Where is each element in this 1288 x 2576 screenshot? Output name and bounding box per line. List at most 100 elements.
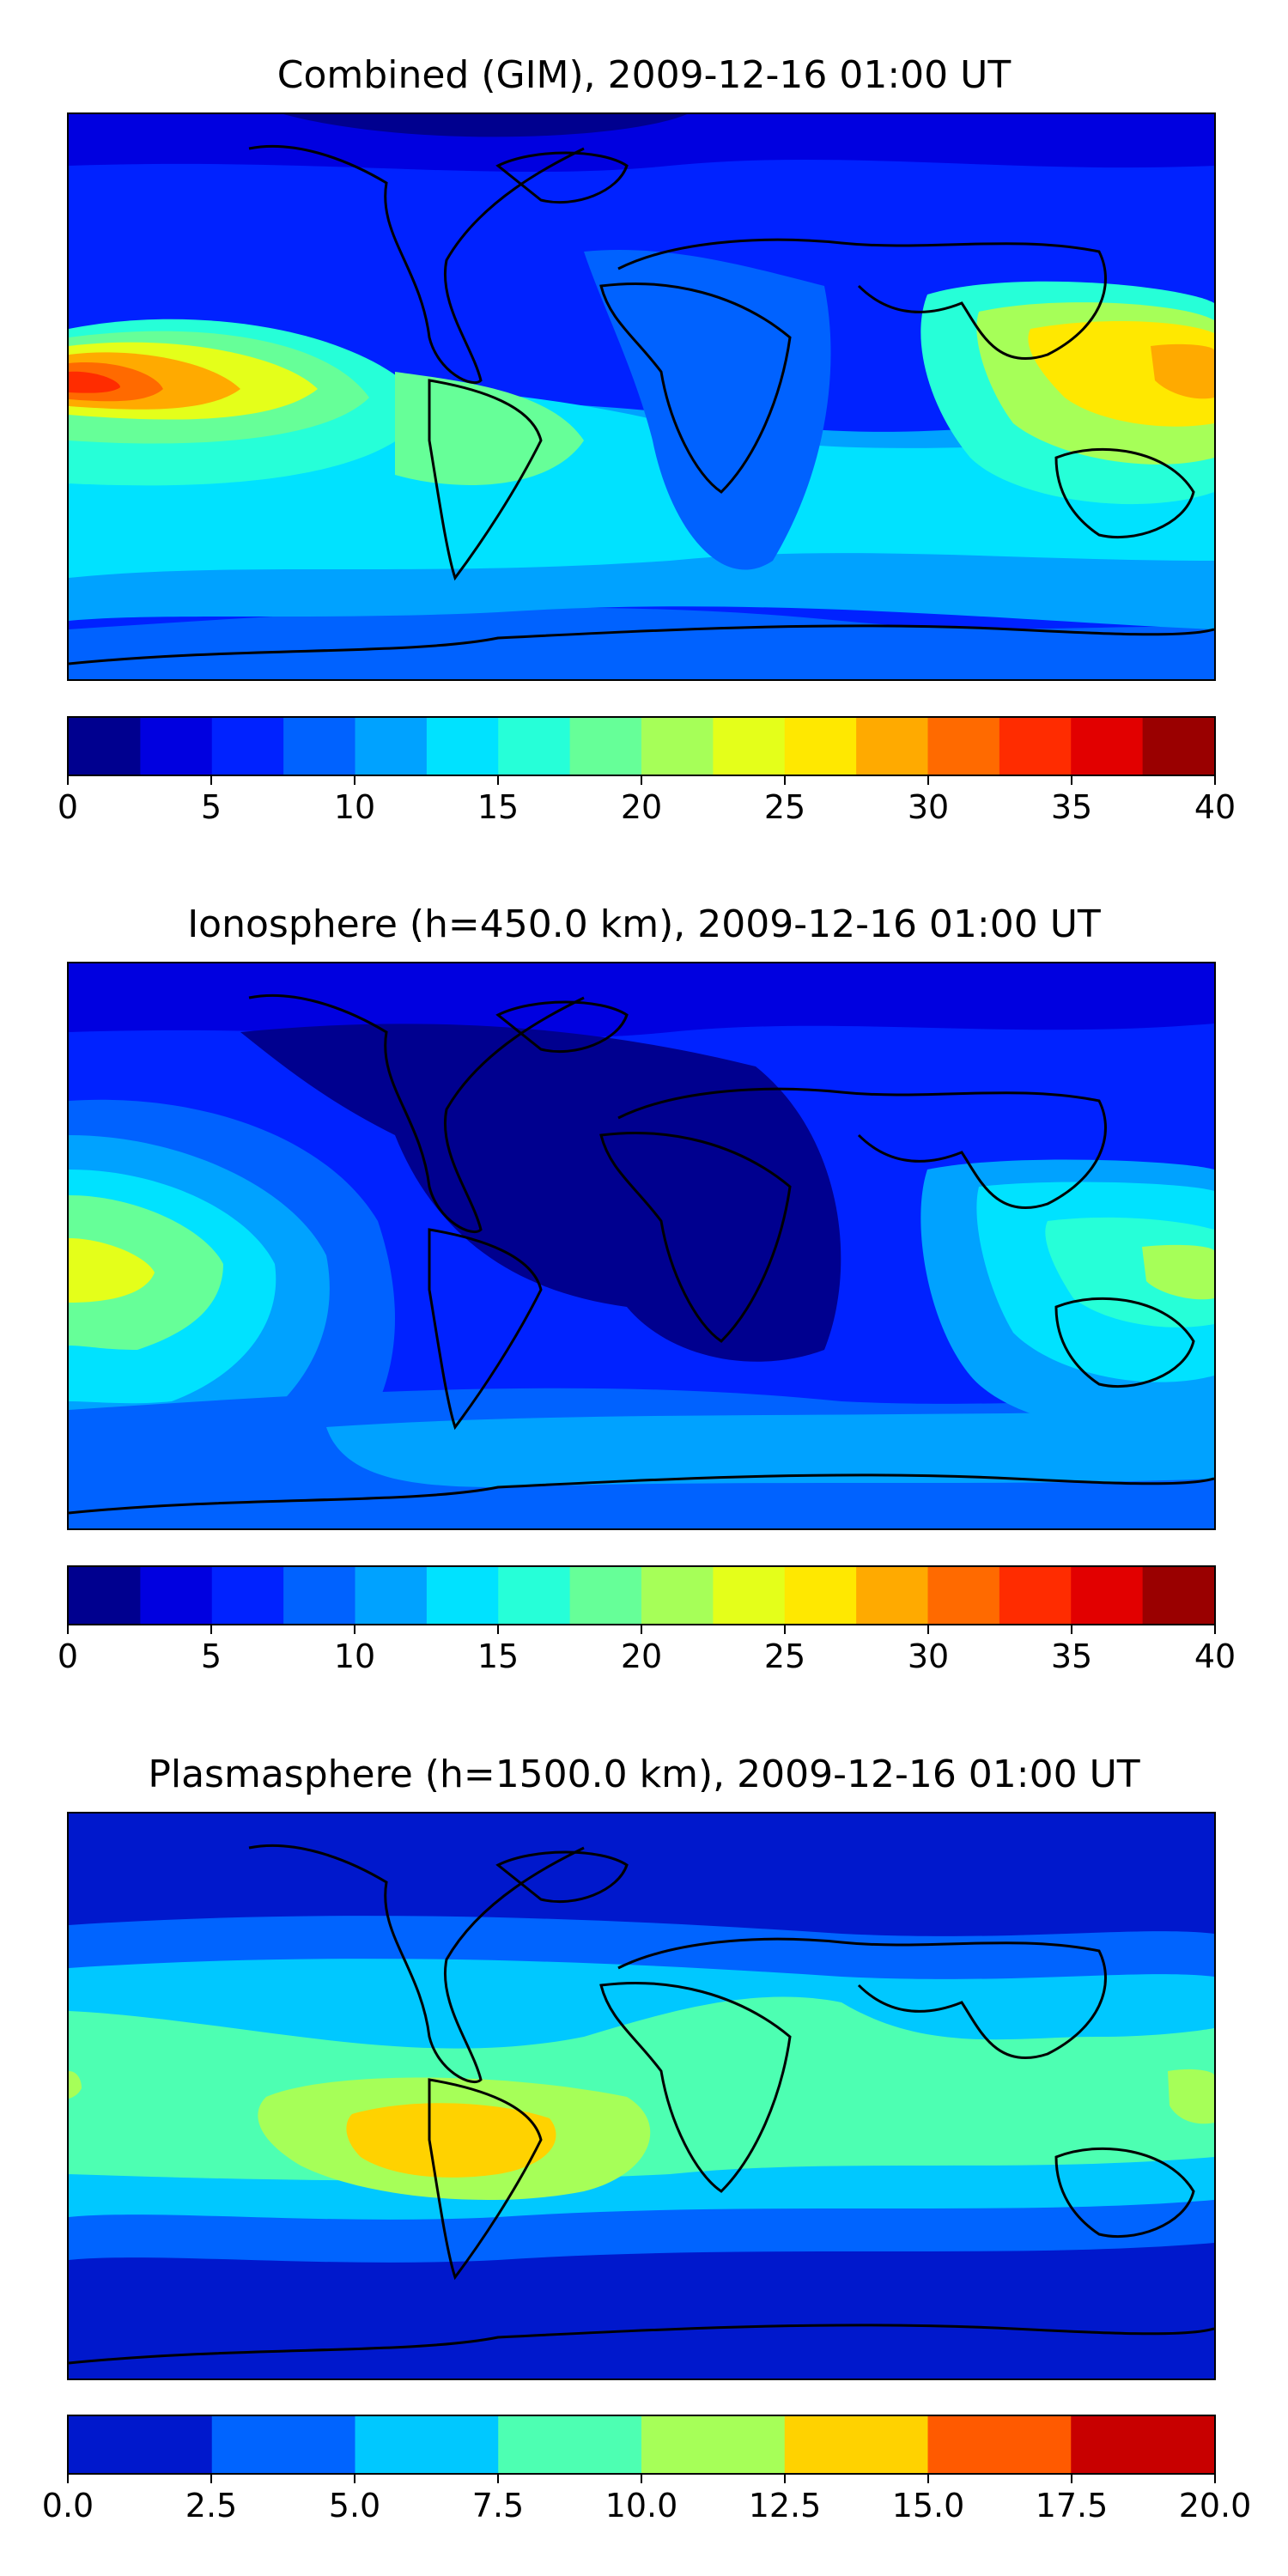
colorbar-segment [211, 1567, 284, 1624]
colorbar-segment [426, 1567, 499, 1624]
coastlines [69, 993, 1214, 1515]
tec-contour [69, 371, 120, 393]
panel1-colorbar [67, 716, 1216, 776]
colorbar-segment [784, 1567, 857, 1624]
colorbar-tick-mark [354, 776, 355, 785]
colorbar-tick-mark [784, 1625, 786, 1634]
colorbar-tick-mark [497, 776, 499, 785]
colorbar-tick-label: 15 [477, 788, 519, 826]
colorbar-tick-label: 15.0 [891, 2487, 965, 2524]
coastline-antarctica [69, 624, 1214, 665]
colorbar-segment [498, 2416, 642, 2473]
colorbar-segment [211, 2416, 356, 2473]
panel1-colorbar-ticks: 0 5 10 15 20 25 30 35 40 [58, 776, 1236, 828]
coastline-greenland [495, 1000, 629, 1054]
colorbar-tick-mark [927, 1625, 929, 1634]
colorbar-tick-label: 5 [200, 1637, 222, 1675]
tec-contour [69, 114, 1214, 173]
colorbar-segment [856, 1567, 929, 1624]
colorbar-segment [999, 718, 1072, 775]
colorbar-tick-mark [784, 2475, 786, 2483]
colorbar-tick-mark [497, 1625, 499, 1634]
colorbar-tick-label: 25 [763, 788, 806, 826]
tec-contour [584, 250, 831, 570]
coastline-south-america [428, 1228, 543, 1431]
colorbar-tick-label: 12.5 [748, 2487, 822, 2524]
coastline-australia [1054, 1297, 1195, 1388]
colorbar-tick-label: 15 [477, 1637, 519, 1675]
colorbar-tick-mark [784, 776, 786, 785]
panel2-colorbar [67, 1565, 1216, 1625]
panel1-title: Combined (GIM), 2009-12-16 01:00 UT [276, 53, 1012, 97]
colorbar-tick-mark [1214, 2475, 1216, 2483]
colorbar-segment [1071, 718, 1144, 775]
coastline-greenland [495, 1850, 629, 1904]
colorbar-tick-label: 35 [1050, 788, 1093, 826]
panel3-title: Plasmasphere (h=1500.0 km), 2009-12-16 0… [148, 1753, 1140, 1796]
coastline-australia [1054, 447, 1195, 539]
colorbar-segment [713, 718, 786, 775]
colorbar-tick-mark [927, 2475, 929, 2483]
panel3-colorbar [67, 2415, 1216, 2475]
colorbar-segment [426, 718, 499, 775]
tec-contour [346, 2103, 556, 2178]
coastline-antarctica [69, 2324, 1214, 2365]
colorbar-tick-label: 0 [57, 788, 79, 826]
colorbar-tick-mark [67, 776, 69, 785]
colorbar-segment [283, 718, 356, 775]
colorbar-segment [355, 1567, 428, 1624]
coastline-south-america [428, 379, 543, 581]
tec-contour [69, 607, 1214, 679]
coastline-north-america [248, 144, 585, 385]
colorbar-segment [927, 2416, 1072, 2473]
colorbar-tick-mark [210, 2475, 212, 2483]
coastline-eurasia [617, 1087, 1107, 1210]
colorbar-tick-mark [354, 2475, 355, 2483]
coastline-north-america [248, 1844, 585, 2084]
colorbar-tick-label: 40 [1194, 788, 1236, 826]
colorbar-segment [211, 718, 284, 775]
colorbar-tick-mark [354, 1625, 355, 1634]
colorbar-tick-mark [210, 1625, 212, 1634]
colorbar-tick-mark [927, 776, 929, 785]
colorbar-tick-label: 0.0 [41, 2487, 94, 2524]
tec-contour [1142, 1244, 1214, 1300]
panel2-title: Ionosphere (h=450.0 km), 2009-12-16 01:0… [187, 902, 1101, 946]
colorbar-segment [355, 718, 428, 775]
tec-contour [395, 372, 584, 485]
colorbar-tick-label: 35 [1050, 1637, 1093, 1675]
colorbar-tick-label: 30 [907, 1637, 950, 1675]
tec-contour [240, 1024, 841, 1362]
colorbar-segment [569, 1567, 642, 1624]
colorbar-tick-label: 20 [620, 1637, 663, 1675]
colorbar-tick-mark [1214, 776, 1216, 785]
colorbar-tick-label: 10 [333, 1637, 376, 1675]
colorbar-tick-mark [67, 1625, 69, 1634]
colorbar-tick-label: 25 [763, 1637, 806, 1675]
colorbar-segment [856, 718, 929, 775]
colorbar-segment [927, 718, 1000, 775]
colorbar-tick-label: 5.0 [328, 2487, 381, 2524]
colorbar-tick-mark [1214, 1625, 1216, 1634]
coastline-australia [1054, 2147, 1195, 2239]
coastline-south-america [428, 2078, 543, 2281]
tec-contour [326, 1410, 1214, 1487]
colorbar-tick-mark [210, 776, 212, 785]
colorbar-segment [784, 718, 857, 775]
colorbar-segment [927, 1567, 1000, 1624]
colorbar-tick-mark [1071, 776, 1072, 785]
colorbar-tick-label: 10.0 [605, 2487, 678, 2524]
colorbar-tick-label: 20.0 [1178, 2487, 1252, 2524]
colorbar-segment [641, 1567, 714, 1624]
colorbar-segment [140, 1567, 213, 1624]
colorbar-tick-mark [641, 2475, 642, 2483]
colorbar-tick-label: 2.5 [185, 2487, 238, 2524]
colorbar-segment [69, 718, 141, 775]
colorbar-tick-mark [641, 776, 642, 785]
coastlines [69, 1844, 1214, 2365]
colorbar-tick-mark [1071, 1625, 1072, 1634]
colorbar-segment [69, 1567, 141, 1624]
coastline-antarctica [69, 1473, 1214, 1515]
coastline-africa [599, 283, 792, 494]
panel2-colorbar-ticks: 0 5 10 15 20 25 30 35 40 [58, 1625, 1236, 1677]
